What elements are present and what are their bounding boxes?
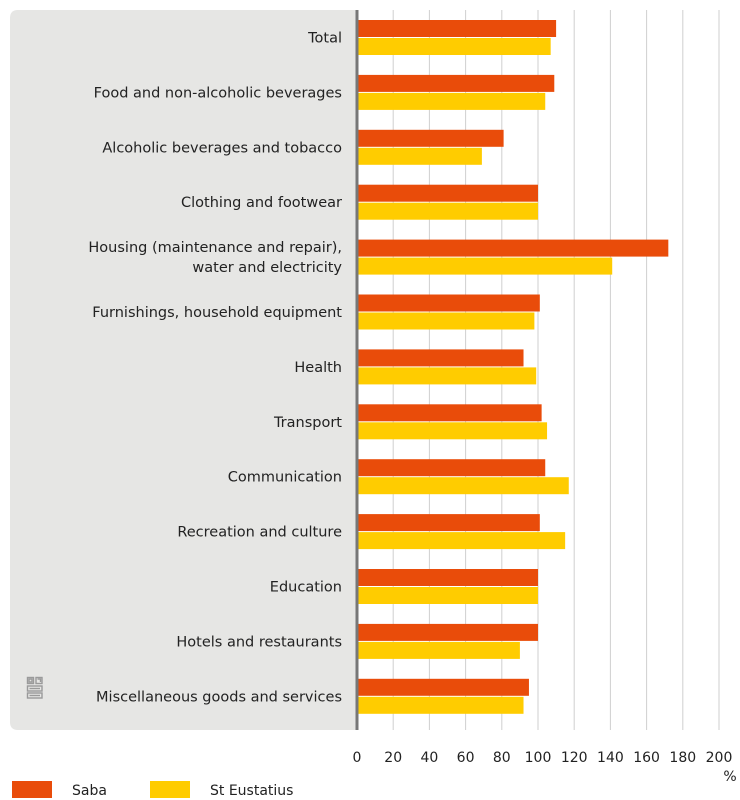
bar-st-eustatius [357,532,566,550]
x-tick-label: 140 [597,750,624,766]
bar-st-eustatius [357,696,524,714]
bar-saba [357,459,546,477]
category-label: Education [270,580,342,596]
bar-saba [357,569,538,586]
category-label: Housing (maintenance and repair), [88,240,342,256]
bar-saba [357,349,524,367]
category-label: Health [294,360,342,376]
legend-label: Saba [72,783,107,799]
category-label: Food and non-alcoholic beverages [94,85,342,101]
bars [357,20,669,714]
x-axis-ticks: 0 20 40 60 80 100 120 140 160 180 200 [353,750,733,766]
bar-st-eustatius [357,92,546,110]
bar-saba [357,20,557,37]
x-axis-unit: % [723,769,736,785]
bar-saba [357,294,540,312]
bar-saba [357,184,538,202]
bar-saba [357,623,538,641]
bar-saba [357,74,555,92]
x-tick-label: 200 [706,750,733,766]
category-label: Hotels and restaurants [176,634,342,650]
legend-label: St Eustatius [210,783,293,799]
x-tick-label: 60 [457,750,475,766]
category-label: Miscellaneous goods and services [96,689,342,705]
category-label: Recreation and culture [177,525,342,541]
category-label: water and electricity [192,260,342,276]
x-tick-label: 100 [525,750,552,766]
category-label: Clothing and footwear [181,195,342,211]
bar-st-eustatius [357,477,569,495]
legend: Saba St Eustatius [12,781,293,799]
x-tick-label: 160 [633,750,660,766]
bar-st-eustatius [357,147,482,165]
category-label: Communication [228,470,342,486]
bar-saba [357,129,504,147]
category-label: Transport [273,415,342,431]
category-labels: Total Food and non-alcoholic beverages Alc… [88,31,342,706]
bar-st-eustatius [357,257,613,275]
bar-st-eustatius [357,641,520,659]
bar-st-eustatius [357,202,538,220]
x-tick-label: 0 [353,750,362,766]
category-label: Alcoholic beverages and tobacco [102,140,342,156]
legend-swatch [12,781,52,798]
bar-st-eustatius [357,367,537,385]
bar-saba [357,678,529,696]
category-label: Total [307,31,342,47]
legend-swatch [150,781,190,798]
x-tick-label: 20 [384,750,402,766]
label-panel [10,10,357,730]
x-tick-label: 120 [561,750,588,766]
cbs-logo-icon [26,676,43,699]
x-tick-label: 80 [493,750,511,766]
bar-st-eustatius [357,587,538,604]
bar-saba [357,239,669,257]
bar-st-eustatius [357,38,551,55]
bar-saba [357,404,542,422]
bar-saba [357,514,540,532]
bar-st-eustatius [357,422,548,440]
bar-st-eustatius [357,312,535,330]
x-tick-label: 40 [420,750,438,766]
x-tick-label: 180 [669,750,696,766]
category-label: Furnishings, household equipment [92,305,342,321]
